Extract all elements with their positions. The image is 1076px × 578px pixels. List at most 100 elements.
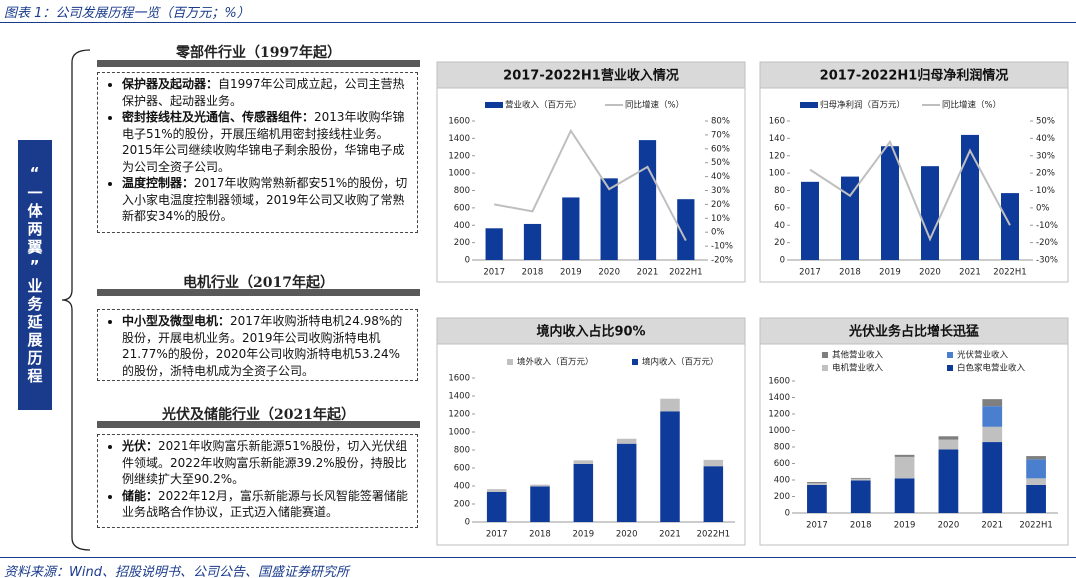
x-tick-label: 2019 [894,521,916,531]
bar [961,134,979,260]
legend-swatch [507,359,513,365]
legend-label: 同比增速（%） [625,100,684,111]
legend-label: 同比增速（%） [942,100,1001,111]
y2-tick-label: 30% [1036,151,1055,161]
legend-swatch [822,352,828,358]
x-tick-label: 2022H1 [669,268,702,278]
y-tick-label: 80 [774,186,785,196]
legend-swatch [947,365,953,371]
y2-tick-label: 0% [1036,203,1050,213]
bar [894,478,915,513]
footer-rule [0,557,1076,558]
bullet-text: 2017年收购浙特电机24.98%的股份，开展电机业务。2019年公司收购浙特电… [122,314,403,378]
bar [573,463,594,522]
chart-title: 境内收入占比90% [536,324,645,340]
y2-tick-label: 40% [711,172,730,182]
bar [638,140,657,260]
bullet-item: 密封接线柱及光通信、传感器组件：2013年收购华锦电子51%的股份，开展压缩机用… [122,109,409,175]
y2-tick-label: 20% [1036,169,1055,179]
x-tick-label: 2021 [959,268,981,278]
section-bar [97,60,420,67]
bar [807,482,827,484]
y-tick-label: 40 [774,221,785,231]
chart-title-bar [759,317,1069,345]
bullet-term: 温度控制器： [122,176,195,190]
bar [530,484,550,487]
bar [485,228,503,260]
bar [616,443,637,522]
bar [600,178,618,260]
bullet-text: 2017年收购常熟新都安51%的股份，切入小家电温度控制器领域，2019年公司又… [122,176,408,223]
bar [677,199,695,260]
y-tick-label: 1400 [768,393,790,403]
bar [938,439,959,450]
bullet-term: 中小型及微型电机： [122,314,231,328]
legend-label: 境内收入（百万元） [642,357,719,368]
x-tick-label: 2019 [573,530,595,540]
bar [894,456,915,479]
y-tick-label: 160 [769,117,785,127]
chart-title-bar [759,61,1069,89]
x-tick-label: 2021 [981,521,1003,531]
bar [894,454,915,457]
chart-frame [436,61,746,283]
y-tick-label: 120 [769,151,785,161]
bullet-item: 温度控制器：2017年收购常熟新都安51%的股份，切入小家电温度控制器领域，20… [122,175,409,225]
bar [1026,484,1046,513]
sidebar-label: “一体两翼”业务延展历程 [18,140,52,410]
bar [807,483,827,485]
chart-title: 2017-2022H1归母净利润情况 [820,68,1009,84]
bullet-term: 光伏： [122,439,159,453]
y2-tick-label: -20% [1036,238,1058,248]
x-tick-label: 2022H1 [1019,521,1052,531]
x-tick-label: 2022H1 [993,268,1026,278]
y-tick-label: 200 [774,492,790,502]
legend-swatch [632,359,638,365]
bar [573,460,594,464]
legend-label: 光伏营业收入 [957,350,1009,361]
bar [881,146,899,260]
x-tick-label: 2018 [839,268,861,278]
y-tick-label: 0 [465,518,470,528]
y-tick-label: 0 [465,256,470,266]
y-tick-label: 20 [774,238,785,248]
y-tick-label: 600 [774,459,790,469]
x-tick-label: 2017 [483,268,505,278]
legend-swatch [947,352,953,358]
bar [938,436,959,440]
bullet-list: 中小型及微型电机：2017年收购浙特电机24.98%的股份，开展电机业务。201… [98,313,409,379]
chart-title-bar [436,61,746,89]
y-tick-label: 600 [454,203,470,213]
bar [938,449,959,513]
bar [616,438,637,444]
y-tick-label: 1600 [768,377,790,387]
y-tick-label: 140 [769,134,785,144]
y-tick-label: 1000 [448,169,470,179]
x-tick-label: 2021 [659,530,681,540]
bullet-text: 自1997年公司成立起，公司主营热保护器、起动器业务。 [122,77,405,108]
chart-title: 2017-2022H1营业收入情况 [503,68,679,84]
y-tick-label: 800 [774,443,790,453]
section-box: 保护器及起动器：自1997年公司成立起，公司主营热保护器、起动器业务。密封接线柱… [97,72,418,233]
y-tick-label: 1200 [448,151,470,161]
y-tick-label: 200 [454,238,470,248]
y-tick-label: 400 [774,476,790,486]
y-tick-label: 1600 [448,374,470,384]
bar [530,486,550,522]
bar [921,166,939,260]
legend-label: 白色家电营业收入 [957,363,1026,374]
bullet-text: 2021年收购富乐新能源51%股份，切入光伏组件领域。2022年收购富乐新能源3… [122,439,408,486]
x-tick-label: 2018 [529,530,551,540]
bar [703,459,724,467]
y2-tick-label: 40% [1036,134,1055,144]
bar [850,478,871,481]
y2-tick-label: -10% [711,242,733,252]
y-tick-label: 800 [454,446,470,456]
section-box: 中小型及微型电机：2017年收购浙特电机24.98%的股份，开展电机业务。201… [97,309,418,381]
bar [807,484,827,513]
bar [1026,478,1046,485]
bar [562,197,580,260]
legend-label: 其他营业收入 [832,350,884,361]
legend-label: 电机营业收入 [832,363,884,374]
